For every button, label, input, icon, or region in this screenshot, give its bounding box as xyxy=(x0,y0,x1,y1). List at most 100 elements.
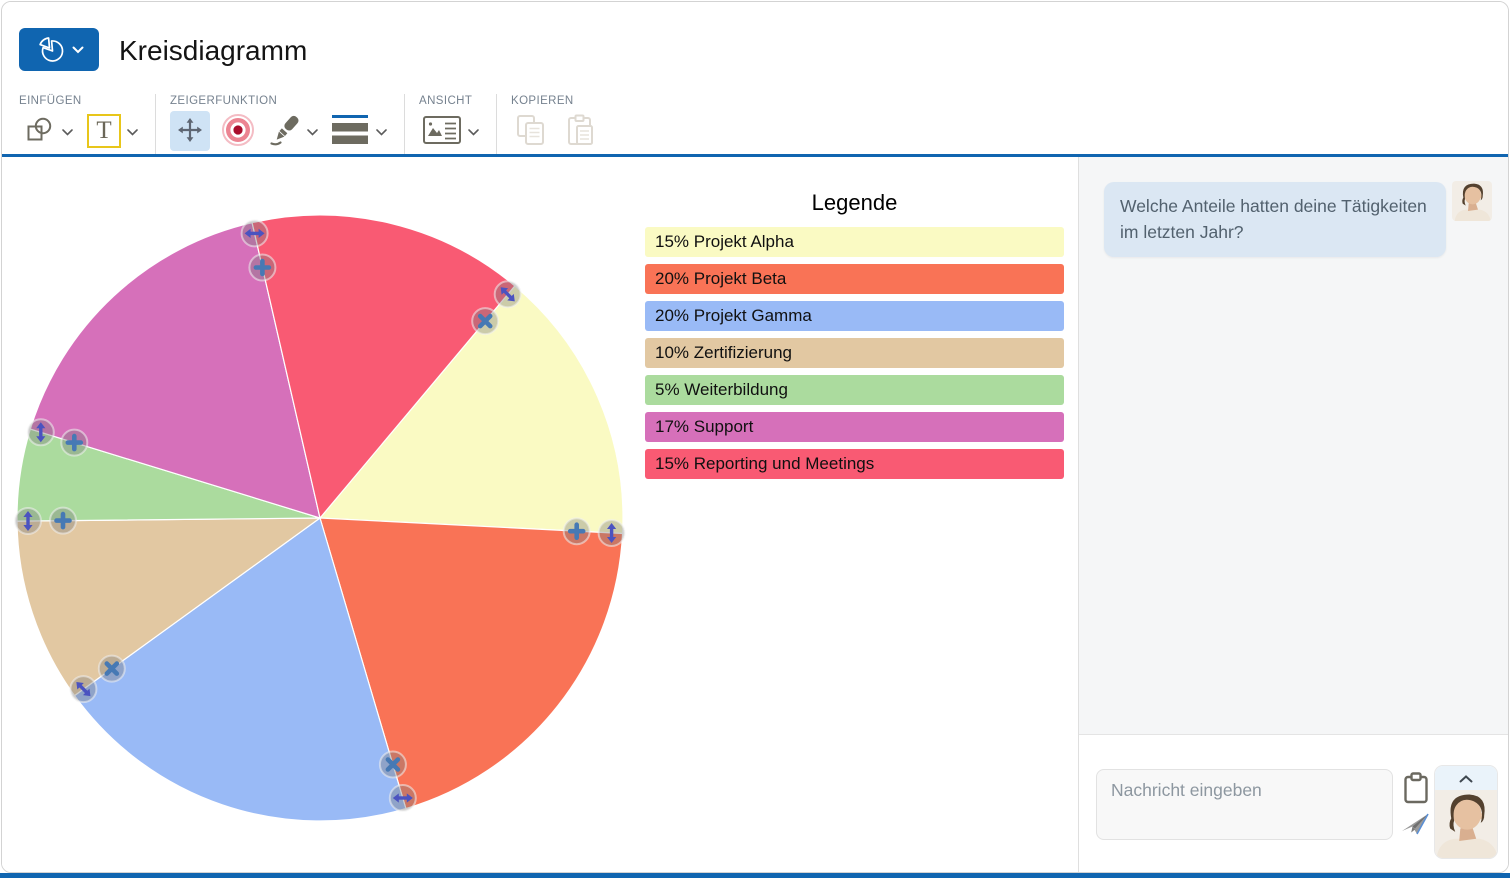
group-label: KOPIEREN xyxy=(511,95,574,107)
plus-icon xyxy=(54,511,72,530)
clipboard-button[interactable] xyxy=(1401,771,1431,807)
pie-slice-projekt-gamma[interactable] xyxy=(73,517,407,822)
toolbar: EINFÜGEN T xyxy=(2,94,1508,154)
chart-legend: Legende 15% Projekt Alpha 20% Projekt Bet… xyxy=(645,190,1064,486)
view-layout-dropdown[interactable] xyxy=(465,111,482,151)
double-arrow-icon xyxy=(23,511,33,531)
stripes-tool-button[interactable] xyxy=(327,111,373,151)
insert-text-dropdown[interactable] xyxy=(124,111,141,151)
legend-item-reporting-und-meetings[interactable]: 15% Reporting und Meetings xyxy=(645,449,1064,479)
pie-slice-zertifizierung[interactable] xyxy=(16,517,322,697)
legend-item-projekt-gamma[interactable]: 20% Projekt Gamma xyxy=(645,301,1064,331)
move-tool-button[interactable] xyxy=(170,111,210,151)
group-label: ZEIGERFUNKTION xyxy=(170,95,278,107)
slice-boundary-x-handle[interactable] xyxy=(97,654,126,683)
stripes-tool-dropdown[interactable] xyxy=(373,111,390,151)
group-label: ANSICHT xyxy=(419,95,473,107)
slice-boundary-x-handle[interactable] xyxy=(378,750,407,779)
laser-pointer-button[interactable] xyxy=(218,111,258,151)
chat-sidebar: Welche Anteile hatten deine Tätigkeiten … xyxy=(1078,157,1508,872)
toolbar-group-ansicht: ANSICHT xyxy=(404,94,496,154)
insert-text-button[interactable]: T xyxy=(84,111,124,151)
slice-boundary-move-handle[interactable] xyxy=(240,219,269,248)
slice-boundary-move-handle[interactable] xyxy=(14,507,42,535)
shapes-icon xyxy=(26,117,52,146)
self-view-card xyxy=(1435,766,1497,858)
chat-partner-avatar xyxy=(1452,181,1492,221)
app-menu-button[interactable] xyxy=(19,28,99,71)
chevron-down-icon xyxy=(62,124,73,139)
send-paper-plane-icon xyxy=(1400,810,1430,839)
insert-shape-dropdown[interactable] xyxy=(59,111,76,151)
chat-compose-area xyxy=(1079,735,1508,872)
slice-boundary-plus-handle[interactable] xyxy=(562,517,591,546)
view-layout-button[interactable] xyxy=(419,111,465,151)
copy-icon xyxy=(514,114,548,149)
pie-slice-reporting-und-meetings[interactable] xyxy=(251,214,516,520)
chevron-down-icon xyxy=(468,124,479,139)
chat-message-input[interactable] xyxy=(1096,769,1393,840)
slice-boundary-move-handle[interactable] xyxy=(597,519,626,547)
paste-clipboard-icon xyxy=(566,114,596,149)
legend-item-projekt-alpha[interactable]: 15% Projekt Alpha xyxy=(645,227,1064,257)
legend-item-zertifizierung[interactable]: 10% Zertifizierung xyxy=(645,338,1064,368)
legend-item-weiterbildung[interactable]: 5% Weiterbildung xyxy=(645,375,1064,405)
title-bar: Kreisdiagramm xyxy=(2,2,1508,94)
chat-message-bubble: Welche Anteile hatten deine Tätigkeiten … xyxy=(1104,182,1446,257)
image-layout-icon xyxy=(423,115,461,147)
x-icon xyxy=(477,313,493,329)
pie-slice-support[interactable] xyxy=(29,221,321,519)
plus-icon xyxy=(65,433,84,452)
chevron-down-icon xyxy=(127,124,138,139)
pie-slice-projekt-alpha[interactable] xyxy=(318,285,624,535)
drawing-canvas[interactable]: Legende 15% Projekt Alpha 20% Projekt Bet… xyxy=(2,157,1078,872)
chat-history: Welche Anteile hatten deine Tätigkeiten … xyxy=(1079,157,1508,735)
self-avatar-image xyxy=(1435,790,1497,858)
plus-icon xyxy=(253,258,272,277)
clipboard-icon xyxy=(1403,771,1429,807)
chevron-down-icon xyxy=(376,124,387,139)
insert-shape-button[interactable] xyxy=(19,111,59,151)
slice-boundary-move-handle[interactable] xyxy=(69,675,98,704)
slice-boundary-move-handle[interactable] xyxy=(26,418,55,447)
x-icon xyxy=(385,757,401,772)
toolbar-group-zeigerfunktion: ZEIGERFUNKTION xyxy=(155,94,404,154)
double-arrow-icon xyxy=(76,682,91,697)
pie-chart xyxy=(14,214,626,822)
copy-button[interactable] xyxy=(511,111,551,151)
legend-items: 15% Projekt Alpha 20% Projekt Beta 20% Pro… xyxy=(645,227,1064,479)
double-arrow-icon xyxy=(244,228,265,238)
collapse-avatar-button[interactable] xyxy=(1435,766,1497,790)
slice-boundary-move-handle[interactable] xyxy=(493,280,522,309)
chevron-up-icon xyxy=(1459,771,1473,786)
chevron-down-icon xyxy=(72,42,84,57)
double-arrow-icon xyxy=(606,523,617,543)
double-arrow-icon xyxy=(392,793,413,803)
bottom-window-edge xyxy=(0,873,1510,878)
page-title: Kreisdiagramm xyxy=(119,35,308,66)
slice-boundary-x-handle[interactable] xyxy=(471,307,500,336)
double-arrow-icon xyxy=(36,422,46,443)
pen-tool-button[interactable] xyxy=(264,111,304,151)
pen-tool-dropdown[interactable] xyxy=(304,111,321,151)
legend-item-support[interactable]: 17% Support xyxy=(645,412,1064,442)
paste-button[interactable] xyxy=(561,111,601,151)
plus-icon xyxy=(567,522,586,541)
laser-target-icon xyxy=(220,112,256,151)
slice-boundary-plus-handle[interactable] xyxy=(248,253,277,282)
text-icon: T xyxy=(87,114,121,148)
move-arrows-icon xyxy=(177,117,203,146)
pie-slice-projekt-beta[interactable] xyxy=(319,517,624,810)
slice-boundary-move-handle[interactable] xyxy=(388,784,417,812)
toolbar-divider xyxy=(2,154,1508,157)
slice-boundary-plus-handle[interactable] xyxy=(49,506,77,535)
send-button[interactable] xyxy=(1399,810,1431,838)
double-arrow-icon xyxy=(500,287,515,302)
stripes-icon xyxy=(332,115,368,147)
legend-title: Legende xyxy=(811,190,898,215)
slice-boundary-plus-handle[interactable] xyxy=(60,428,89,457)
pen-icon xyxy=(269,115,299,148)
legend-item-projekt-beta[interactable]: 20% Projekt Beta xyxy=(645,264,1064,294)
